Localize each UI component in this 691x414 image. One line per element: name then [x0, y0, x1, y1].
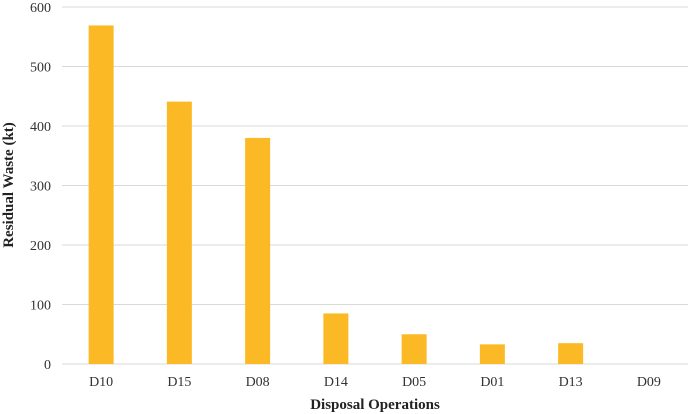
y-tick-label: 500 [30, 61, 51, 76]
bar-d10 [88, 25, 114, 364]
y-tick-label: 600 [30, 1, 51, 16]
x-tick-label: D08 [246, 375, 270, 390]
x-tick-label: D10 [89, 375, 113, 390]
x-tick-label: D01 [480, 375, 504, 390]
y-axis-title: Residual Waste (kt) [1, 122, 17, 248]
x-tick-label: D13 [559, 375, 583, 390]
y-axis-ticks: 0 100 200 300 400 500 600 [30, 1, 51, 373]
y-tick-label: 0 [44, 358, 51, 373]
x-tick-label: D15 [167, 375, 191, 390]
y-tick-label: 100 [30, 299, 51, 314]
bar-d14 [323, 313, 349, 364]
bar-d05 [401, 334, 427, 364]
x-tick-label: D05 [402, 375, 426, 390]
bar-d15 [166, 101, 192, 364]
y-tick-label: 300 [30, 180, 51, 195]
bar-d13 [558, 343, 584, 364]
bar-d08 [245, 137, 271, 364]
y-tick-label: 400 [30, 120, 51, 135]
y-tick-label: 200 [30, 239, 51, 254]
bars [88, 25, 584, 364]
x-axis-title: Disposal Operations [310, 397, 440, 413]
x-tick-label: D09 [637, 375, 661, 390]
gridlines [62, 6, 688, 365]
x-axis-ticks: D10 D15 D08 D14 D05 D01 D13 D09 [89, 375, 661, 390]
bar-d01 [479, 344, 505, 364]
x-tick-label: D14 [324, 375, 348, 390]
